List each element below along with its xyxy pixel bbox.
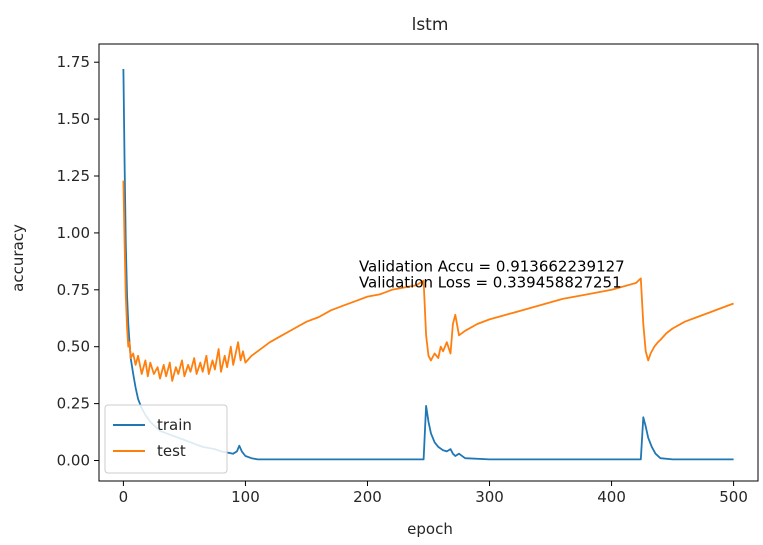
legend-box xyxy=(104,404,228,474)
y-tick-label: 1.25 xyxy=(57,167,90,185)
x-tick-label: 200 xyxy=(353,488,382,506)
chart-title: lstm xyxy=(412,15,449,35)
y-axis-label: accuracy xyxy=(9,224,27,292)
axes-frame xyxy=(98,43,759,482)
annotation-text: Validation Accu = 0.913662239127 xyxy=(359,258,625,276)
y-tick-label: 0.75 xyxy=(57,281,90,299)
legend-label-test: test xyxy=(157,442,186,460)
y-tick-label: 0.00 xyxy=(57,452,90,470)
y-tick-label: 1.75 xyxy=(57,53,90,71)
annotation-text: Validation Loss = 0.339458827251 xyxy=(359,274,622,292)
legend: train test xyxy=(104,404,228,474)
y-tick-label: 0.50 xyxy=(57,338,90,356)
x-axis-label: epoch xyxy=(407,520,453,538)
y-axis-ticks: 0.00 0.25 0.50 0.75 1.00 1.25 1.50 1.75 xyxy=(57,53,99,470)
annotations: Validation Accu = 0.913662239127Validati… xyxy=(359,258,625,292)
x-tick-label: 400 xyxy=(597,488,626,506)
y-tick-label: 1.00 xyxy=(57,224,90,242)
x-tick-label: 100 xyxy=(231,488,260,506)
y-tick-label: 0.25 xyxy=(57,395,90,413)
y-tick-label: 1.50 xyxy=(57,110,90,128)
plot-area: 0 100 200 300 400 500 0.00 0.25 0.50 0.75 1.00 1.2… xyxy=(57,43,759,506)
x-tick-label: 500 xyxy=(719,488,748,506)
legend-label-train: train xyxy=(157,416,192,434)
x-tick-label: 0 xyxy=(119,488,129,506)
x-axis-ticks: 0 100 200 300 400 500 xyxy=(119,481,748,506)
x-tick-label: 300 xyxy=(475,488,504,506)
series-line-test xyxy=(122,180,734,382)
